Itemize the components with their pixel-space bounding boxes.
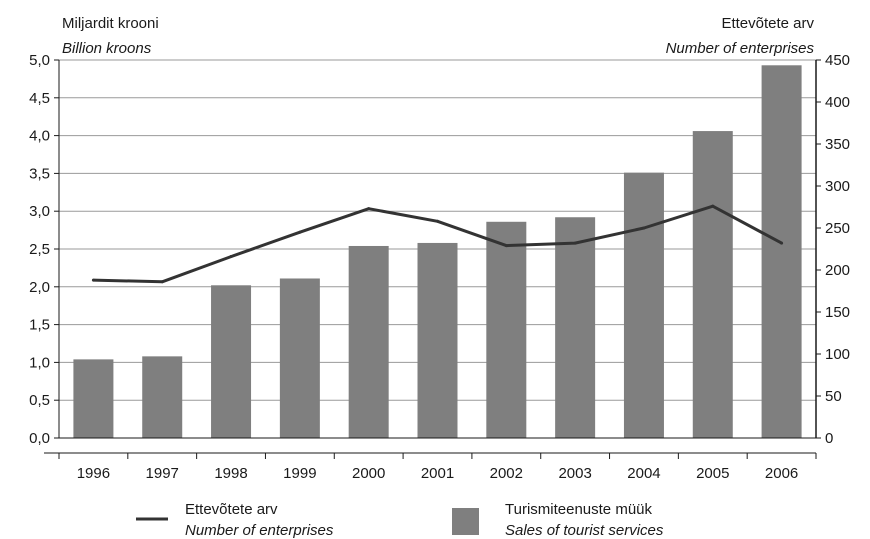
category-label: 1999 [283,465,316,482]
legend: Ettevõtete arv Number of enterprises Tur… [136,501,664,539]
category-label: 1997 [146,465,179,482]
legend-bar-label-en: Sales of tourist services [505,522,664,539]
category-label: 2000 [352,465,385,482]
line-point [642,226,646,230]
axes: 0,0 0,5 1,0 1,5 2,0 2,5 3,0 3,5 4,0 4,5 5,0 0 50 100 1… [29,52,850,482]
right-axis-label: Ettevõtete arv [721,15,814,32]
legend-line-label: Ettevõtete arv [185,501,278,518]
right-tick-label: 150 [825,304,850,321]
left-tick-label: 3,0 [29,203,50,220]
bar [211,285,252,438]
left-tick-label: 0,0 [29,430,50,447]
right-tick-label: 350 [825,136,850,153]
right-axis-label-en: Number of enterprises [666,40,815,57]
line-point [436,219,439,223]
line-point [711,204,715,208]
line-point [229,255,233,259]
line-point [298,230,302,234]
left-tick-label: 2,0 [29,279,50,296]
line-point [573,241,577,245]
line-point [91,278,95,282]
line-point [780,241,784,245]
bar [555,217,596,438]
left-axis-label: Miljardit krooni [62,15,159,32]
category-label: 1998 [214,465,247,482]
category-label: 2006 [765,465,798,482]
left-tick-label: 3,5 [29,165,50,182]
bar [761,65,802,439]
bar [623,172,664,439]
left-tick-label: 0,5 [29,392,50,409]
line-point [504,244,508,248]
line-series [91,204,784,284]
right-tick-label: 250 [825,220,850,237]
right-tick-label: 450 [825,52,850,69]
right-tick-label: 300 [825,178,850,195]
left-tick-label: 1,5 [29,317,50,334]
category-label: 2001 [421,465,454,482]
bar [486,221,527,438]
legend-bar-label: Turismiteenuste müük [505,501,652,518]
category-label: 1996 [77,465,110,482]
legend-bar-swatch [452,508,479,535]
line-point [367,207,371,211]
line-point [160,280,164,284]
left-tick-label: 4,0 [29,128,50,145]
left-tick-label: 5,0 [29,52,50,69]
category-label: 2002 [490,465,523,482]
bar [348,245,389,438]
left-tick-label: 2,5 [29,241,50,258]
right-tick-label: 400 [825,94,850,111]
right-tick-label: 100 [825,346,850,363]
right-tick-label: 50 [825,388,842,405]
bar-series [73,65,802,439]
bar [279,278,320,438]
category-label: 2003 [558,465,591,482]
right-tick-label: 200 [825,262,850,279]
left-tick-label: 4,5 [29,90,50,107]
category-label: 2004 [627,465,660,482]
legend-line-label-en: Number of enterprises [185,522,334,539]
category-label: 2005 [696,465,729,482]
left-axis-label-en: Billion kroons [62,40,152,57]
bar [417,242,458,438]
left-tick-label: 1,0 [29,354,50,371]
right-tick-label: 0 [825,430,833,447]
bar [692,131,733,438]
bar [142,356,183,438]
bar [73,359,114,438]
